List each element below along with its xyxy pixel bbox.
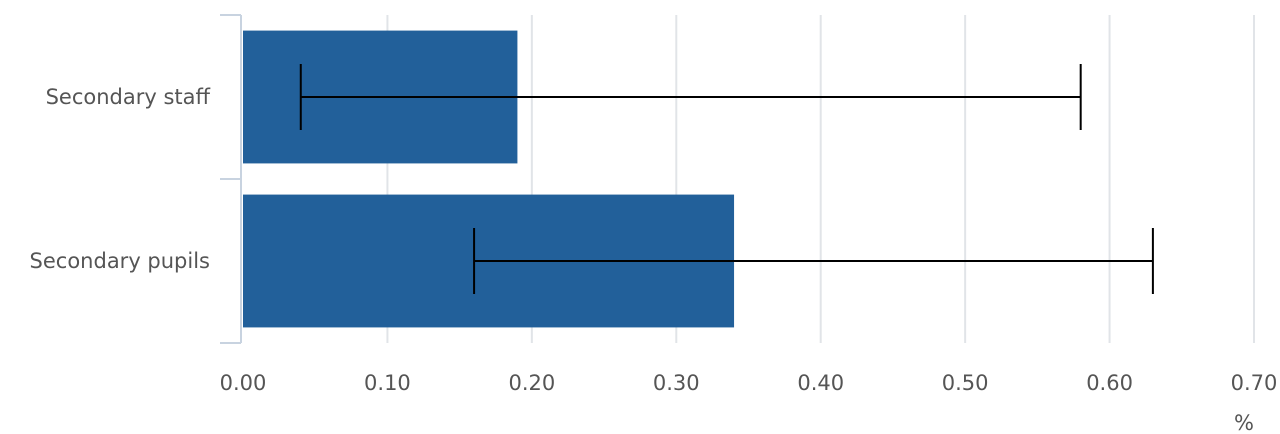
x-tick-label: 0.00 — [220, 371, 267, 395]
category-axis — [220, 14, 242, 344]
x-tick-label: 0.70 — [1231, 371, 1278, 395]
error-bars — [299, 64, 1154, 294]
x-axis-unit-label: % — [1234, 411, 1254, 434]
x-tick-label: 0.10 — [364, 371, 411, 395]
bars — [243, 30, 735, 328]
category-label: Secondary staff — [46, 85, 211, 109]
x-tick-label: 0.40 — [797, 371, 844, 395]
gridlines — [386, 15, 1255, 343]
x-tick-label: 0.30 — [653, 371, 700, 395]
x-tick-label: 0.20 — [508, 371, 555, 395]
x-tick-label: 0.50 — [942, 371, 989, 395]
x-tick-label: 0.60 — [1086, 371, 1133, 395]
x-axis-ticks: 0.00 0.10 0.20 0.30 0.40 0.50 0.60 0.70 — [220, 371, 1278, 395]
category-label: Secondary pupils — [30, 249, 210, 273]
category-labels: Secondary staff Secondary pupils — [30, 85, 211, 273]
